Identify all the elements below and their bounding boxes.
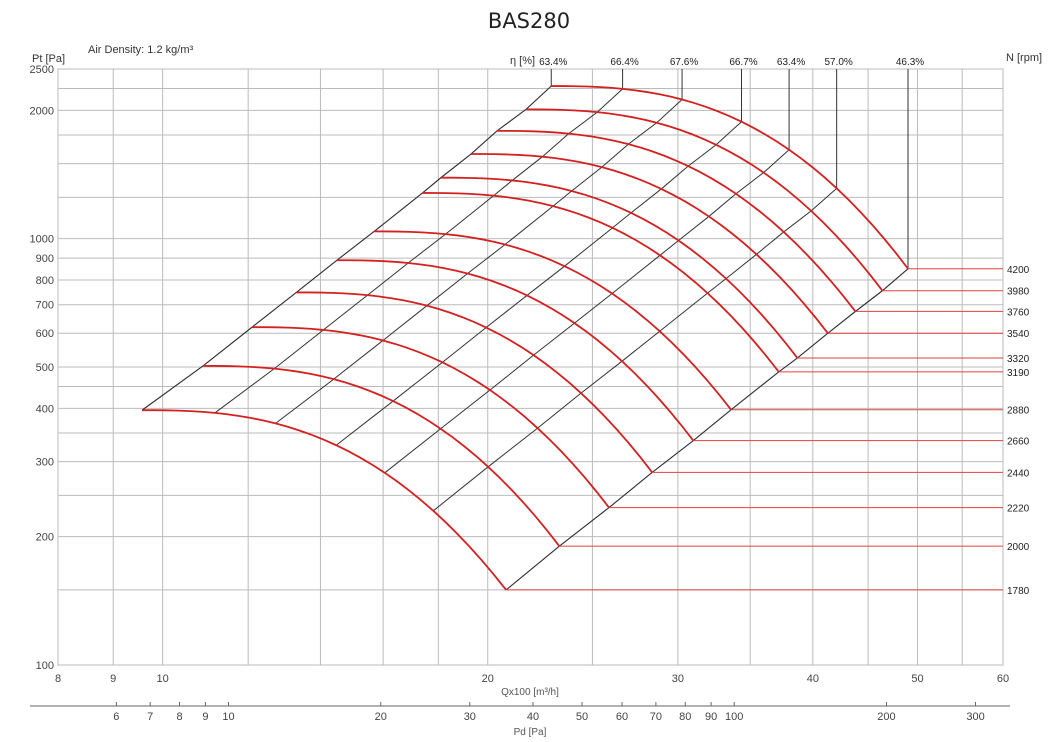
efficiency-line: [275, 99, 683, 424]
rpm-label: 3540: [1007, 329, 1030, 340]
pd-tick-label: 90: [705, 711, 717, 723]
y-tick-label: 900: [36, 253, 54, 265]
chart-title: BAS280: [488, 9, 570, 33]
efficiency-label: 57.0%: [824, 57, 852, 68]
pd-tick-label: 50: [576, 711, 588, 723]
y-tick-label: 400: [36, 403, 54, 415]
pd-tick-label: 8: [176, 711, 182, 723]
efficiency-line: [335, 121, 742, 446]
y-tick-label: 1000: [30, 234, 54, 246]
pd-tick-label: 6: [113, 711, 119, 723]
rpm-label: 3980: [1007, 287, 1030, 298]
efficiency-label: 66.4%: [610, 57, 638, 68]
rpm-label: 3190: [1007, 368, 1030, 379]
efficiency-label: 67.6%: [670, 57, 698, 68]
efficiency-label: 63.4%: [777, 57, 805, 68]
pd-tick-label: 20: [375, 711, 387, 723]
efficiency-label: 63.4%: [539, 57, 567, 68]
rpm-curve: [526, 108, 884, 292]
y-tick-label: 500: [36, 362, 54, 374]
pd-tick-label: 30: [464, 711, 476, 723]
y-tick-label: 200: [36, 532, 54, 544]
efficiency-line: [433, 187, 837, 512]
rpm-label: 2000: [1007, 542, 1030, 553]
rpm-label: 3760: [1007, 307, 1030, 318]
rpm-curve: [440, 176, 799, 359]
rpm-label: 1780: [1007, 586, 1030, 597]
pd-tick-label: 200: [877, 711, 895, 723]
pd-tick-label: 40: [527, 711, 539, 723]
rpm-curve: [497, 129, 857, 312]
efficiency-line: [384, 149, 790, 474]
rpm-curve: [142, 409, 507, 591]
axis-ticks: 100 200 300 400 500 600 700 800 900 1000 2000 2500 8…: [30, 64, 1010, 723]
x-tick-label: 60: [997, 673, 1009, 685]
y-tick-label: 800: [36, 275, 54, 287]
pd-tick-label: 80: [679, 711, 691, 723]
pd-tick-label: 100: [725, 711, 743, 723]
pd-tick-label: 70: [650, 711, 662, 723]
y-axis-label: Pt [Pa]: [32, 53, 65, 65]
y-tick-label: 100: [36, 660, 54, 672]
rpm-label: 2880: [1007, 406, 1030, 417]
chart-grid: [57, 68, 1004, 666]
rpm-curve: [296, 291, 653, 473]
pd-tick-label: 9: [202, 711, 208, 723]
y-tick-label: 2500: [30, 64, 54, 76]
rpm-label: 2220: [1007, 504, 1030, 515]
rpm-label: 3320: [1007, 354, 1030, 365]
rpm-curve: [551, 85, 909, 270]
pd-tick-label: 10: [222, 711, 234, 723]
rpm-label: 4200: [1007, 265, 1030, 276]
rpm-curve: [422, 192, 780, 373]
x-tick-label: 10: [157, 673, 169, 685]
x-tick-label: 30: [672, 673, 684, 685]
efficiency-axis-label: η [%]: [510, 55, 535, 67]
efficiency-lines: 63.4% 66.4% 67.6% 66.7% 63.4% 57.0% 46.3%: [141, 57, 924, 591]
efficiency-label: 66.7%: [729, 57, 757, 68]
x-tick-label: 50: [911, 673, 923, 685]
shutoff-boundary: [141, 85, 552, 411]
rpm-curve: [336, 259, 694, 442]
air-density-label: Air Density: 1.2 kg/m³: [88, 44, 193, 56]
pd-axis-label: Pd [Pa]: [514, 727, 547, 738]
x-tick-label: 8: [55, 673, 61, 685]
x-tick-label: 20: [482, 673, 494, 685]
pd-tick-label: 7: [147, 711, 153, 723]
rpm-curve: [252, 326, 610, 509]
rpm-curves: 4200 3980 3760 3540 3320 3190 2880 2660 2440 2220…: [142, 85, 1030, 597]
y-tick-label: 300: [36, 457, 54, 469]
free-delivery-boundary: [505, 268, 909, 591]
x-tick-label: 40: [807, 673, 819, 685]
efficiency-label: 46.3%: [896, 57, 924, 68]
rpm-label: 2440: [1007, 468, 1030, 479]
rpm-curve: [374, 230, 732, 411]
rpm-axis-label: N [rpm]: [1006, 52, 1042, 64]
y-tick-label: 2000: [30, 105, 54, 117]
rpm-label: 2660: [1007, 437, 1030, 448]
pd-tick-label: 60: [616, 711, 628, 723]
pd-tick-label: 300: [966, 711, 984, 723]
y-tick-label: 700: [36, 300, 54, 312]
x-tick-label: 9: [110, 673, 116, 685]
rpm-curve: [203, 364, 561, 547]
x-axis-label: Qx100 [m³/h]: [501, 687, 559, 698]
y-tick-label: 600: [36, 328, 54, 340]
efficiency-line: [214, 88, 623, 414]
rpm-curve: [471, 153, 829, 334]
